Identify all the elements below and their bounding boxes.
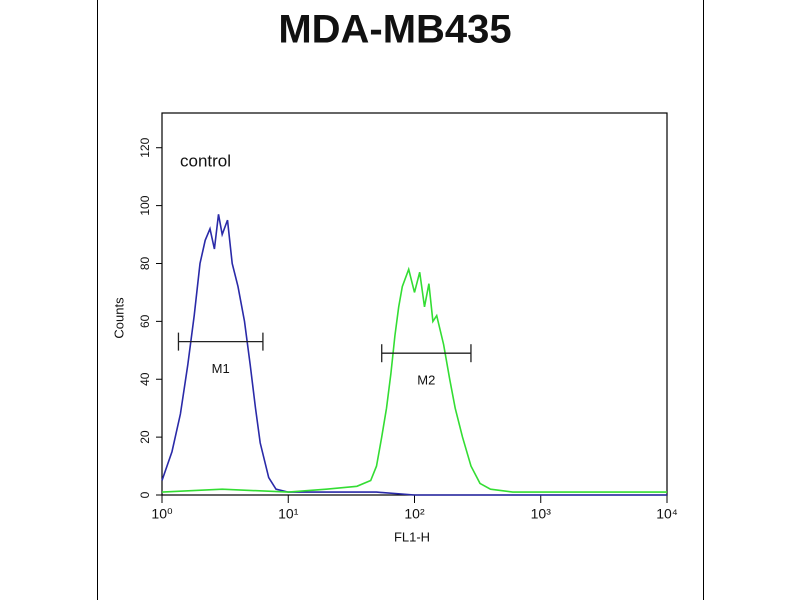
y-tick-label: 100 — [138, 195, 152, 215]
y-tick-label: 120 — [138, 137, 152, 157]
gate-label: M1 — [212, 361, 230, 376]
annotation: control — [180, 151, 231, 170]
y-tick-label: 20 — [138, 430, 152, 444]
plot-frame — [161, 112, 668, 496]
histogram-line — [161, 214, 667, 496]
histogram-line — [161, 266, 667, 493]
gate-label: M2 — [417, 373, 435, 388]
y-tick-label: 40 — [138, 372, 152, 386]
x-tick-label: 10⁴ — [656, 506, 678, 522]
y-tick-label: 60 — [138, 314, 152, 328]
chart-title: MDA-MB435 — [278, 8, 511, 52]
x-tick-label: 10⁰ — [151, 506, 173, 522]
y-axis-label: Counts — [111, 297, 126, 339]
x-tick-label: 10³ — [531, 506, 552, 522]
y-tick-label: 0 — [138, 491, 152, 498]
x-axis-label: FL1-H — [394, 529, 430, 544]
x-tick-label: 10¹ — [278, 506, 299, 522]
x-tick-label: 10² — [404, 506, 425, 522]
y-tick-label: 80 — [138, 256, 152, 270]
